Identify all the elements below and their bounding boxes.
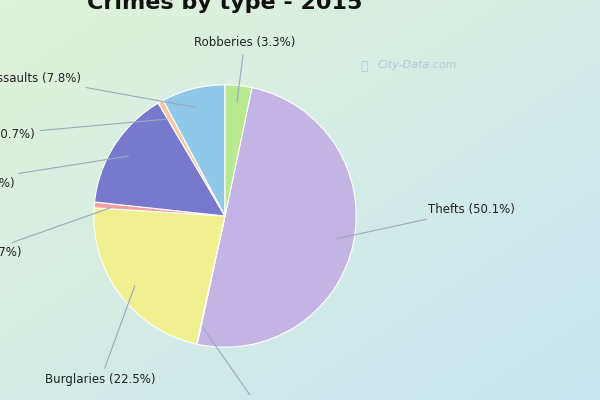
Text: Assaults (7.8%): Assaults (7.8%)	[0, 72, 195, 107]
Title: Crimes by type - 2015: Crimes by type - 2015	[88, 0, 362, 13]
Wedge shape	[158, 100, 225, 216]
Text: Robberies (3.3%): Robberies (3.3%)	[194, 36, 295, 102]
Text: ⓘ: ⓘ	[360, 60, 367, 73]
Wedge shape	[94, 202, 225, 216]
Text: Burglaries (22.5%): Burglaries (22.5%)	[45, 286, 155, 386]
Text: City-Data.com: City-Data.com	[378, 60, 458, 70]
Text: Arson (0.7%): Arson (0.7%)	[0, 208, 111, 259]
Wedge shape	[196, 216, 225, 344]
Wedge shape	[197, 88, 356, 347]
Text: Rapes (0.7%): Rapes (0.7%)	[0, 119, 167, 141]
Text: Thefts (50.1%): Thefts (50.1%)	[337, 203, 515, 239]
Wedge shape	[163, 85, 225, 216]
Text: Auto thefts (14.8%): Auto thefts (14.8%)	[0, 156, 128, 190]
Text: Murders (0.1%): Murders (0.1%)	[203, 327, 304, 400]
Wedge shape	[95, 103, 225, 216]
Wedge shape	[94, 208, 225, 344]
Wedge shape	[225, 85, 252, 216]
